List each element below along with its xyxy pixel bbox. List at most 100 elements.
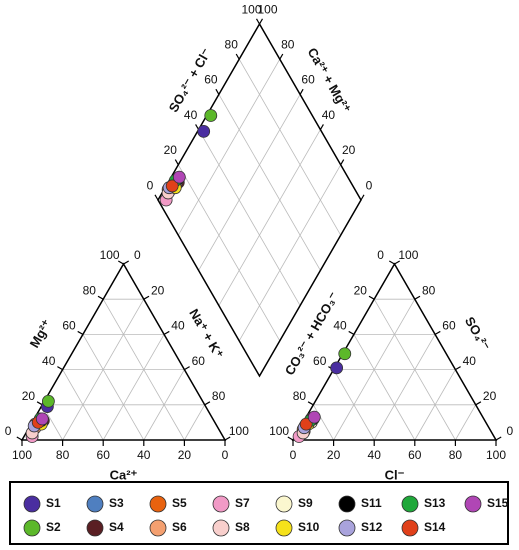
- axis-title: SO₄²⁻: [462, 314, 493, 353]
- tick-label: 20: [342, 143, 356, 157]
- tick-mark: [388, 260, 395, 265]
- tick-mark: [77, 330, 84, 335]
- tick-mark: [360, 194, 365, 201]
- legend-marker: [149, 519, 167, 537]
- grid-line: [312, 404, 334, 441]
- grid: [21, 23, 497, 441]
- tick-mark: [394, 260, 401, 265]
- grid-line: [238, 59, 342, 236]
- anion-point: [307, 410, 321, 424]
- tick-label: 20: [327, 448, 341, 462]
- tick-mark: [224, 436, 231, 441]
- points: [25, 109, 352, 443]
- tick-label: 100: [241, 2, 261, 16]
- tick-label: 20: [22, 389, 36, 403]
- tick-label: 0: [290, 448, 297, 462]
- tick-mark: [287, 436, 294, 441]
- tick-label: 60: [62, 319, 76, 333]
- legend-marker: [212, 495, 230, 513]
- tick-mark: [117, 260, 124, 265]
- legend-label: S14: [424, 520, 446, 534]
- tick-label: 20: [354, 283, 368, 297]
- grid-line: [177, 164, 281, 341]
- grid-line: [102, 334, 165, 441]
- tick-label: 0: [147, 178, 154, 192]
- tick-mark: [174, 159, 179, 166]
- anion-point: [299, 417, 313, 431]
- tick-label: 20: [178, 448, 192, 462]
- tick-mark: [255, 18, 261, 25]
- tick-mark: [235, 53, 240, 60]
- legend-label: S12: [361, 520, 383, 534]
- tick-mark: [184, 366, 190, 371]
- grid-line: [198, 129, 301, 306]
- grid-line: [218, 129, 321, 306]
- tick-label: 80: [83, 283, 97, 297]
- tick-label: 60: [97, 448, 111, 462]
- legend-marker: [23, 519, 41, 537]
- tick-label: 60: [313, 354, 327, 368]
- tick-label: 40: [322, 108, 336, 122]
- tick-mark: [368, 295, 375, 300]
- tick-label: 100: [398, 248, 418, 262]
- anion-triangle-frame: [291, 262, 498, 441]
- legend-label: S13: [424, 496, 446, 510]
- anion-point: [330, 361, 344, 375]
- tick-label: 0: [222, 448, 229, 462]
- tick-label: 100: [257, 2, 277, 16]
- tick-mark: [434, 330, 441, 335]
- tick-mark: [340, 159, 345, 166]
- legend-label: S10: [298, 520, 320, 534]
- legend-label: S4: [109, 520, 124, 534]
- tick-label: 100: [269, 424, 289, 438]
- legend-marker: [23, 495, 41, 513]
- anion-point: [338, 347, 352, 361]
- tick-label: 100: [486, 448, 506, 462]
- legend-box: [9, 481, 509, 545]
- axis-title: Mg²⁺: [27, 317, 55, 351]
- tick-mark: [319, 124, 324, 130]
- legend-marker: [149, 495, 167, 513]
- diamond-point: [165, 179, 179, 193]
- diamond-point: [172, 170, 186, 184]
- legend-marker: [86, 519, 104, 537]
- tick-label: 0: [377, 248, 384, 262]
- tick-label: 60: [408, 448, 422, 462]
- tick-label: 40: [184, 108, 198, 122]
- legend-marker: [401, 495, 419, 513]
- tick-label: 20: [151, 283, 165, 297]
- tick-label: 80: [225, 38, 239, 52]
- tick-label: 100: [229, 424, 249, 438]
- grid-line: [238, 164, 342, 341]
- legend-marker: [401, 519, 419, 537]
- axis-title: Ca²⁺: [110, 467, 138, 482]
- tick-label: 60: [442, 319, 456, 333]
- tick-mark: [495, 436, 502, 441]
- tick-mark: [414, 295, 421, 300]
- tick-mark: [475, 401, 482, 406]
- legend-marker: [212, 519, 230, 537]
- legend-label: S11: [361, 496, 382, 510]
- legend-marker: [275, 519, 293, 537]
- tick-label: 40: [463, 354, 477, 368]
- legend-marker: [338, 519, 356, 537]
- legend-marker: [275, 495, 293, 513]
- tick-mark: [123, 260, 130, 265]
- tick-mark: [348, 330, 355, 335]
- tick-mark: [97, 295, 104, 300]
- cation-point: [35, 412, 49, 426]
- tick-mark: [154, 194, 159, 201]
- tick-mark: [163, 330, 170, 335]
- grid-line: [218, 94, 321, 271]
- legend-marker: [338, 495, 356, 513]
- legend-label: S6: [172, 520, 187, 534]
- tick-label: 80: [56, 448, 70, 462]
- grid-line: [455, 404, 477, 441]
- tick-mark: [307, 401, 314, 406]
- grid-line: [353, 334, 416, 441]
- legend-label: S3: [109, 496, 124, 510]
- cation-point: [41, 394, 55, 408]
- legend-label: S5: [172, 496, 187, 510]
- legend-marker: [86, 495, 104, 513]
- tick-mark: [57, 366, 63, 371]
